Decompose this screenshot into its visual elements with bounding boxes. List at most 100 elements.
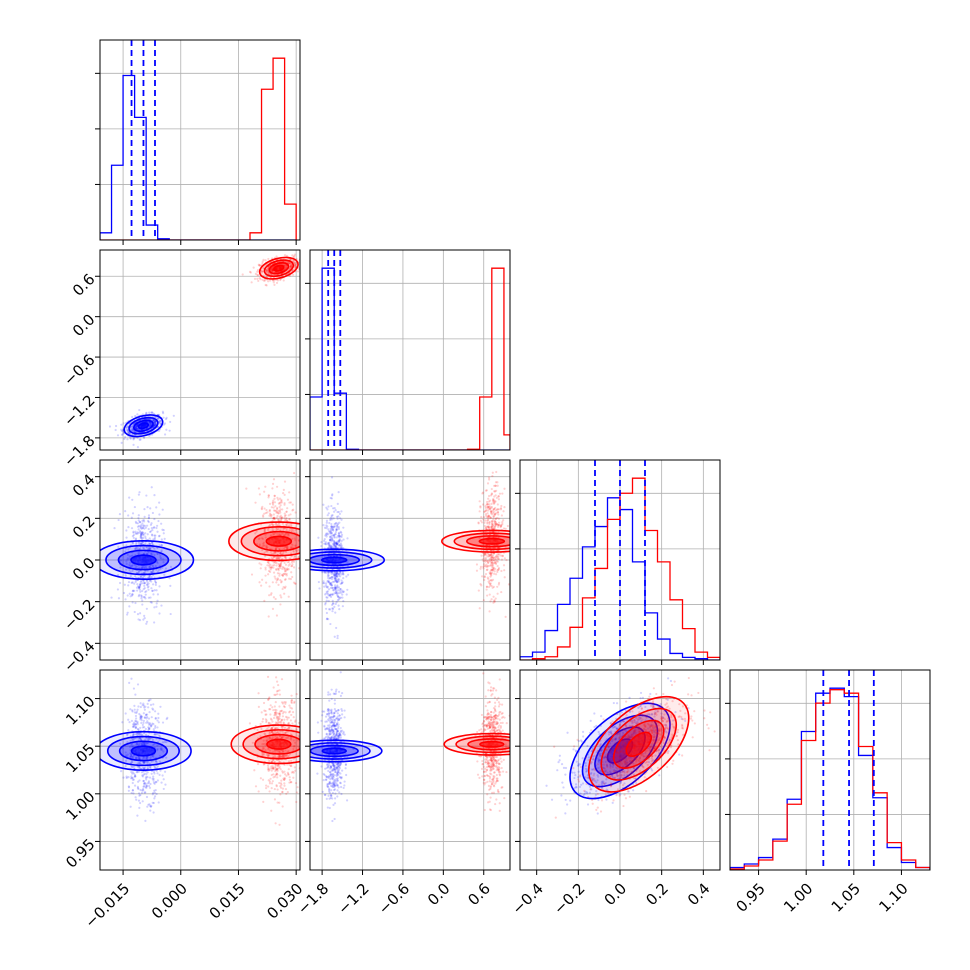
scatter-point bbox=[131, 498, 134, 501]
scatter-point bbox=[157, 801, 160, 804]
scatter-point bbox=[283, 572, 286, 575]
scatter-point bbox=[272, 766, 275, 769]
scatter-point bbox=[334, 589, 337, 592]
scatter-point bbox=[140, 743, 144, 746]
scatter-point bbox=[289, 737, 292, 740]
scatter-point bbox=[135, 717, 138, 720]
scatter-point bbox=[493, 570, 496, 573]
scatter-point bbox=[256, 277, 259, 280]
scatter-point bbox=[140, 715, 144, 718]
scatter-point bbox=[490, 573, 493, 576]
scatter-point bbox=[494, 509, 498, 512]
scatter-point bbox=[276, 514, 279, 518]
scatter-point bbox=[131, 710, 134, 713]
scatter-point bbox=[489, 583, 492, 586]
scatter-point bbox=[490, 552, 493, 555]
scatter-point bbox=[120, 428, 123, 431]
scatter-point bbox=[481, 503, 485, 506]
scatter-point bbox=[284, 570, 287, 573]
scatter-point bbox=[331, 493, 334, 496]
scatter-point bbox=[485, 489, 488, 492]
scatter-point bbox=[495, 512, 498, 515]
scatter-point bbox=[163, 573, 166, 576]
scatter-point bbox=[146, 805, 149, 808]
scatter-point bbox=[492, 566, 495, 569]
scatter-point bbox=[268, 508, 271, 512]
scatter-point bbox=[124, 574, 127, 577]
scatter-point bbox=[294, 549, 298, 552]
scatter-point bbox=[268, 697, 271, 700]
scatter-point bbox=[332, 534, 336, 537]
scatter-point bbox=[143, 520, 146, 523]
scatter-point bbox=[261, 778, 265, 781]
scatter-point bbox=[290, 546, 293, 549]
scatter-point bbox=[141, 576, 144, 579]
scatter-point bbox=[271, 501, 275, 504]
scatter-point bbox=[285, 523, 289, 527]
scatter-point bbox=[135, 757, 138, 760]
scatter-point bbox=[339, 589, 342, 592]
scatter-point bbox=[490, 565, 494, 568]
scatter-point bbox=[333, 573, 336, 576]
scatter-point bbox=[137, 514, 140, 517]
scatter-point bbox=[329, 608, 332, 611]
scatter-point bbox=[479, 505, 482, 508]
scatter-point bbox=[329, 530, 332, 533]
scatter-point bbox=[294, 511, 297, 514]
scatter-point bbox=[155, 589, 158, 592]
scatter-point bbox=[126, 557, 129, 560]
scatter-point bbox=[163, 537, 166, 540]
scatter-point bbox=[329, 586, 333, 589]
scatter-point bbox=[282, 705, 286, 708]
scatter-point bbox=[279, 508, 282, 511]
scatter-point bbox=[133, 721, 136, 724]
scatter-point bbox=[263, 732, 266, 735]
scatter-point bbox=[325, 585, 328, 589]
scatter-point bbox=[147, 706, 150, 709]
scatter-point bbox=[145, 761, 148, 764]
scatter-point bbox=[346, 537, 349, 540]
scatter-point bbox=[335, 524, 339, 527]
scatter-point bbox=[271, 720, 274, 723]
scatter-point bbox=[267, 755, 270, 758]
scatter-point bbox=[483, 553, 486, 556]
scatter-point bbox=[497, 513, 500, 516]
scatter-point bbox=[154, 717, 157, 720]
scatter-point bbox=[137, 762, 140, 765]
scatter-point bbox=[284, 749, 287, 752]
scatter-point bbox=[291, 563, 294, 566]
scatter-point bbox=[297, 539, 300, 542]
scatter-point bbox=[155, 506, 158, 509]
scatter-point bbox=[337, 522, 340, 525]
scatter-point bbox=[260, 751, 264, 754]
scatter-point bbox=[262, 742, 265, 746]
scatter-point bbox=[488, 581, 491, 585]
scatter-point bbox=[142, 779, 145, 783]
scatter-point bbox=[327, 576, 330, 580]
scatter-point bbox=[124, 435, 127, 438]
scatter-point bbox=[277, 512, 280, 515]
scatter-point bbox=[129, 561, 132, 564]
scatter-point bbox=[302, 522, 304, 524]
scatter-point bbox=[485, 563, 488, 566]
scatter-point bbox=[152, 728, 155, 731]
scatter-point bbox=[497, 557, 500, 561]
scatter-point bbox=[155, 568, 158, 571]
scatter-point bbox=[148, 765, 152, 769]
scatter-point bbox=[266, 764, 270, 767]
scatter-point bbox=[286, 718, 289, 721]
scatter-point bbox=[131, 781, 134, 785]
scatter-point bbox=[283, 776, 286, 780]
scatter-point bbox=[132, 745, 135, 748]
scatter-point bbox=[146, 702, 149, 706]
scatter-point bbox=[486, 503, 489, 506]
scatter-point bbox=[274, 768, 277, 771]
scatter-point bbox=[150, 804, 153, 807]
scatter-point bbox=[119, 566, 122, 569]
scatter-point bbox=[142, 787, 145, 791]
scatter-point bbox=[278, 756, 281, 759]
scatter-point bbox=[334, 611, 337, 614]
scatter-point bbox=[484, 560, 487, 563]
scatter-point bbox=[497, 523, 500, 527]
scatter-point bbox=[130, 791, 133, 795]
